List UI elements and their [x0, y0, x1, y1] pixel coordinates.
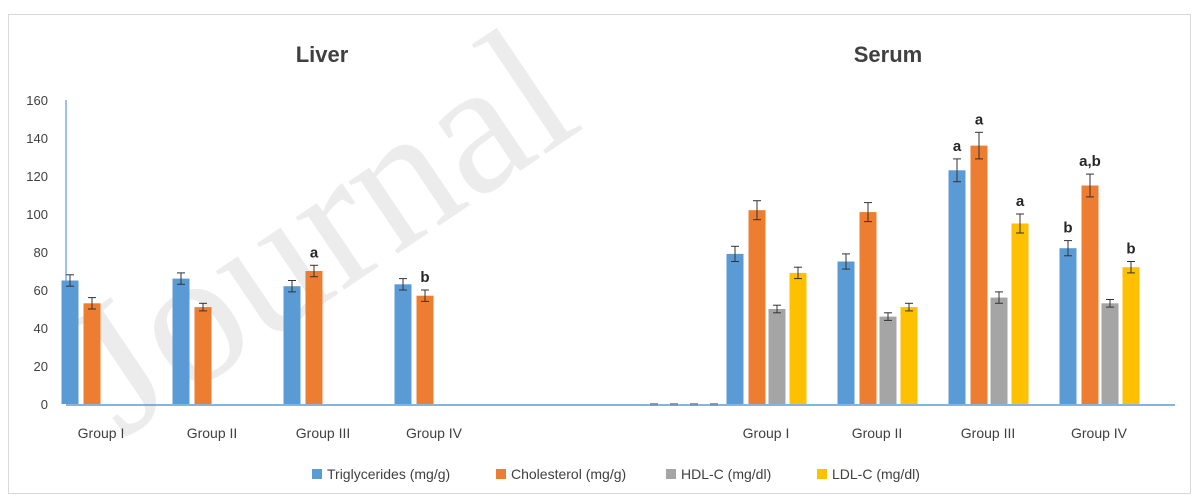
axis-gap-marker — [650, 403, 658, 406]
bar-serum-0-1 — [838, 262, 855, 405]
bar-serum-0-0 — [727, 254, 744, 404]
y-tick-label: 40 — [34, 321, 48, 336]
panel-title-serum: Serum — [854, 42, 922, 67]
legend-label: HDL-C (mg/dl) — [681, 466, 771, 482]
x-category-label: Group I — [78, 425, 125, 441]
bar-liver-1-0 — [84, 303, 101, 404]
bar-serum-1-3 — [1082, 186, 1099, 405]
bar-liver-1-2 — [306, 271, 323, 404]
y-tick-label: 100 — [26, 207, 48, 222]
y-tick-label: 20 — [34, 359, 48, 374]
axis-gap-marker — [670, 403, 678, 406]
bar-serum-0-3 — [1060, 248, 1077, 404]
bar-liver-1-1 — [195, 307, 212, 404]
y-tick-label: 160 — [26, 93, 48, 108]
significance-label: a — [310, 244, 319, 261]
y-tick-label: 0 — [41, 397, 48, 412]
bar-serum-2-3 — [1102, 303, 1119, 404]
x-category-label: Group IV — [406, 425, 463, 441]
x-category-label: Group I — [743, 425, 790, 441]
x-category-label: Group III — [961, 425, 1015, 441]
significance-label: b — [1063, 220, 1072, 237]
bar-serum-0-2 — [949, 170, 966, 404]
legend-swatch — [666, 469, 676, 479]
panel-title-liver: Liver — [296, 42, 349, 67]
bar-liver-0-2 — [284, 286, 301, 404]
significance-label: b — [1126, 241, 1135, 258]
significance-label: a,b — [1079, 153, 1101, 170]
bar-serum-1-1 — [860, 212, 877, 404]
bar-serum-3-2 — [1012, 224, 1029, 405]
bar-serum-3-1 — [901, 307, 918, 404]
bar-serum-2-0 — [769, 309, 786, 404]
significance-label: b — [420, 269, 429, 286]
bar-serum-3-0 — [790, 273, 807, 404]
significance-label: a — [975, 111, 984, 128]
x-category-label: Group II — [852, 425, 903, 441]
legend-label: LDL-C (mg/dl) — [832, 466, 920, 482]
y-tick-label: 120 — [26, 169, 48, 184]
y-tick-label: 140 — [26, 131, 48, 146]
legend-label: Cholesterol (mg/g) — [511, 466, 626, 482]
bar-liver-0-0 — [62, 281, 79, 405]
legend-swatch — [817, 469, 827, 479]
significance-label: a — [1016, 193, 1025, 210]
bar-liver-1-3 — [417, 296, 434, 404]
bar-serum-2-2 — [991, 298, 1008, 404]
bar-serum-1-0 — [749, 210, 766, 404]
significance-label: a — [953, 138, 962, 155]
legend-swatch — [312, 469, 322, 479]
y-tick-label: 60 — [34, 283, 48, 298]
axis-gap-marker — [710, 403, 718, 406]
bar-serum-1-2 — [971, 146, 988, 404]
bar-liver-0-1 — [173, 279, 190, 404]
bar-liver-0-3 — [395, 284, 412, 404]
bar-serum-2-1 — [880, 317, 897, 404]
x-category-label: Group II — [187, 425, 238, 441]
legend-label: Triglycerides (mg/g) — [327, 466, 450, 482]
y-tick-label: 80 — [34, 245, 48, 260]
legend-swatch — [496, 469, 506, 479]
axis-gap-marker — [690, 403, 698, 406]
x-category-label: Group IV — [1071, 425, 1128, 441]
bar-serum-3-3 — [1123, 267, 1140, 404]
x-category-label: Group III — [296, 425, 350, 441]
